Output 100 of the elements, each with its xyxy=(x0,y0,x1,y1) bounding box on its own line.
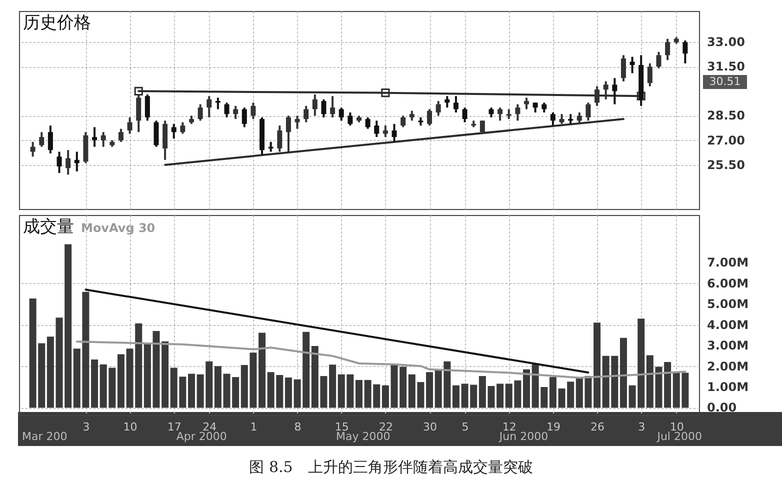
candlestick xyxy=(250,102,256,120)
candlestick xyxy=(409,110,414,122)
candlestick xyxy=(392,122,397,143)
y-tick-label: 1.00M xyxy=(707,380,749,394)
candlestick xyxy=(224,102,230,118)
candlestick xyxy=(242,106,247,128)
x-tick-label: 3 xyxy=(82,420,90,434)
candlestick xyxy=(127,116,132,135)
candlestick xyxy=(374,120,380,138)
y-tick-label: 3.00M xyxy=(707,338,749,353)
candlestick xyxy=(100,131,106,148)
candlestick xyxy=(400,114,406,128)
candlestick xyxy=(144,93,150,122)
candlestick xyxy=(382,124,388,138)
candlestick xyxy=(436,100,441,117)
candlestick xyxy=(532,102,538,114)
x-tick-label: 10 xyxy=(123,420,138,434)
y-tick-label: 7.00M xyxy=(707,256,749,270)
y-tick-label: 27.00 xyxy=(707,133,745,148)
bar xyxy=(284,377,292,408)
candlestick xyxy=(74,150,80,172)
candlestick xyxy=(30,140,36,158)
candlestick xyxy=(171,122,176,140)
candlestick xyxy=(647,62,652,88)
x-tick-label: 8 xyxy=(294,420,302,434)
candlestick xyxy=(682,39,688,64)
candlestick xyxy=(92,126,98,148)
bar xyxy=(117,354,124,408)
line-series xyxy=(76,340,686,379)
bar xyxy=(426,372,434,408)
candlestick xyxy=(444,95,450,109)
candlestick xyxy=(66,149,71,176)
bar xyxy=(549,377,556,408)
x-tick-label: 3 xyxy=(638,420,646,434)
candlestick xyxy=(348,111,353,127)
candlestick xyxy=(338,106,344,122)
candlestick xyxy=(506,108,512,120)
bar xyxy=(91,359,98,408)
candlestick xyxy=(498,106,503,122)
candlestick xyxy=(118,128,124,143)
y-tick-label: 2.00M xyxy=(707,359,749,374)
bar xyxy=(258,332,266,408)
candlestick xyxy=(321,98,326,118)
bar xyxy=(46,336,54,408)
candlestick xyxy=(612,77,618,106)
candlestick xyxy=(136,93,142,134)
y-tick-label: 33.00 xyxy=(707,35,745,50)
candlestick xyxy=(206,95,212,118)
candlestick xyxy=(330,95,336,118)
bar xyxy=(523,369,530,408)
candlestick xyxy=(48,124,53,154)
bar xyxy=(620,338,627,408)
candlestick xyxy=(365,116,370,130)
candlestick xyxy=(568,113,574,125)
candlestick xyxy=(665,38,670,62)
bar xyxy=(664,362,672,408)
caption: 图 8.5 上升的三角形伴随着高成交量突破 xyxy=(248,458,534,477)
y-tick-label: 5.00M xyxy=(707,297,749,312)
x-tick-label: 30 xyxy=(423,420,438,434)
candlestick xyxy=(39,131,44,148)
candlestick xyxy=(488,106,494,118)
y-tick-label: 25.50 xyxy=(707,158,745,172)
x-tick-label: 26 xyxy=(590,420,605,434)
candlestick xyxy=(233,104,238,120)
x-tick-label: 1 xyxy=(250,420,258,434)
candlestick xyxy=(524,96,529,110)
bar xyxy=(214,366,222,408)
candlestick xyxy=(294,114,300,130)
chart-title: 成交量 xyxy=(23,217,74,237)
candlestick xyxy=(154,120,159,148)
y-tick-label: 28.50 xyxy=(707,108,745,123)
candlestick xyxy=(550,111,556,127)
bar xyxy=(188,374,195,408)
candlestick xyxy=(56,150,62,174)
bar xyxy=(382,385,389,408)
bar xyxy=(594,322,601,408)
candlestick xyxy=(198,103,203,122)
candlestick xyxy=(277,124,282,153)
x-tick-label: 19 xyxy=(546,420,560,434)
y-tick-label: 0.00 xyxy=(707,400,737,415)
candlestick xyxy=(180,121,186,135)
y-tick-label: 4.00M xyxy=(707,318,749,332)
bar xyxy=(329,364,336,408)
candlestick xyxy=(268,140,274,153)
candlestick xyxy=(462,106,468,124)
text: Mar 200 xyxy=(22,430,68,443)
text: 30.51 xyxy=(709,75,741,88)
candlestick xyxy=(515,103,520,122)
candlestick xyxy=(542,102,547,114)
y-tick-label: 6.00M xyxy=(707,276,749,290)
candlestick xyxy=(620,54,626,82)
x-tick-label: 5 xyxy=(462,420,469,434)
bar xyxy=(356,380,362,408)
candlestick xyxy=(215,96,220,110)
candlestick xyxy=(656,50,662,70)
candlestick xyxy=(453,95,458,114)
bar xyxy=(452,385,460,408)
candlestick xyxy=(630,56,635,74)
candlestick xyxy=(304,104,309,124)
bar xyxy=(162,341,169,408)
